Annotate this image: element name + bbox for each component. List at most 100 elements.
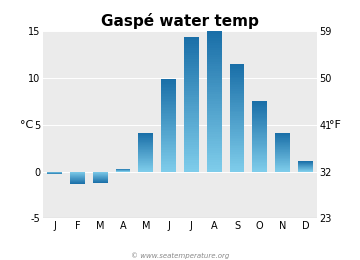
Bar [138,149,153,150]
Bar [230,66,244,68]
Bar [252,125,267,126]
Bar [207,80,222,83]
Bar [161,125,176,127]
Bar [138,162,153,163]
Bar [230,68,244,69]
Bar [252,131,267,132]
Bar [230,69,244,71]
Bar [184,86,199,88]
Bar [275,144,290,145]
Bar [161,82,176,83]
Bar [252,126,267,127]
Bar [252,158,267,159]
Bar [184,82,199,84]
Bar [275,141,290,142]
Bar [138,168,153,169]
Bar [275,163,290,164]
Bar [252,151,267,152]
Bar [184,100,199,102]
Bar [207,160,222,162]
Bar [230,150,244,152]
Bar [207,73,222,76]
Bar [184,115,199,118]
Bar [275,142,290,143]
Bar [161,108,176,110]
Bar [230,87,244,89]
Bar [252,153,267,154]
Bar [230,112,244,114]
Bar [230,75,244,76]
Bar [252,104,267,105]
Bar [184,102,199,104]
Bar [207,101,222,104]
Bar [230,102,244,103]
Bar [184,84,199,86]
Bar [207,122,222,125]
Bar [161,128,176,130]
Bar [252,121,267,122]
Bar [184,80,199,82]
Bar [230,94,244,96]
Bar [207,132,222,134]
Bar [230,146,244,148]
Bar [161,111,176,113]
Bar [252,112,267,113]
Bar [252,107,267,108]
Bar [207,69,222,71]
Bar [184,125,199,127]
Bar [184,37,199,39]
Bar [252,111,267,112]
Bar [207,97,222,99]
Bar [184,122,199,125]
Bar [138,135,153,136]
Bar [207,146,222,148]
Bar [138,138,153,139]
Bar [252,105,267,106]
Bar [184,138,199,140]
Bar [161,155,176,156]
Bar [230,114,244,116]
Bar [275,168,290,169]
Bar [252,135,267,137]
Bar [230,64,244,66]
Bar [207,104,222,106]
Bar [207,31,222,34]
Title: Gaspé water temp: Gaspé water temp [101,13,259,29]
Bar [275,169,290,170]
Bar [161,164,176,165]
Bar [230,78,244,80]
Bar [252,144,267,145]
Bar [230,141,244,143]
Bar [230,100,244,102]
Bar [207,162,222,165]
Bar [275,161,290,162]
Bar [161,139,176,141]
Bar [161,114,176,116]
Bar [184,165,199,167]
Bar [207,90,222,92]
Text: © www.seatemperature.org: © www.seatemperature.org [131,252,229,259]
Bar [138,151,153,152]
Bar [138,157,153,158]
Bar [184,129,199,131]
Bar [161,116,176,118]
Bar [230,73,244,75]
Bar [184,93,199,95]
Y-axis label: °F: °F [329,120,341,130]
Bar [275,167,290,168]
Bar [184,147,199,149]
Bar [230,155,244,157]
Bar [252,115,267,116]
Bar [161,136,176,138]
Bar [184,109,199,111]
Bar [161,98,176,99]
Bar [138,158,153,159]
Bar [230,118,244,120]
Bar [138,140,153,141]
Bar [207,148,222,151]
Bar [161,148,176,150]
Bar [184,154,199,156]
Bar [184,158,199,160]
Bar [161,96,176,98]
Bar [184,142,199,145]
